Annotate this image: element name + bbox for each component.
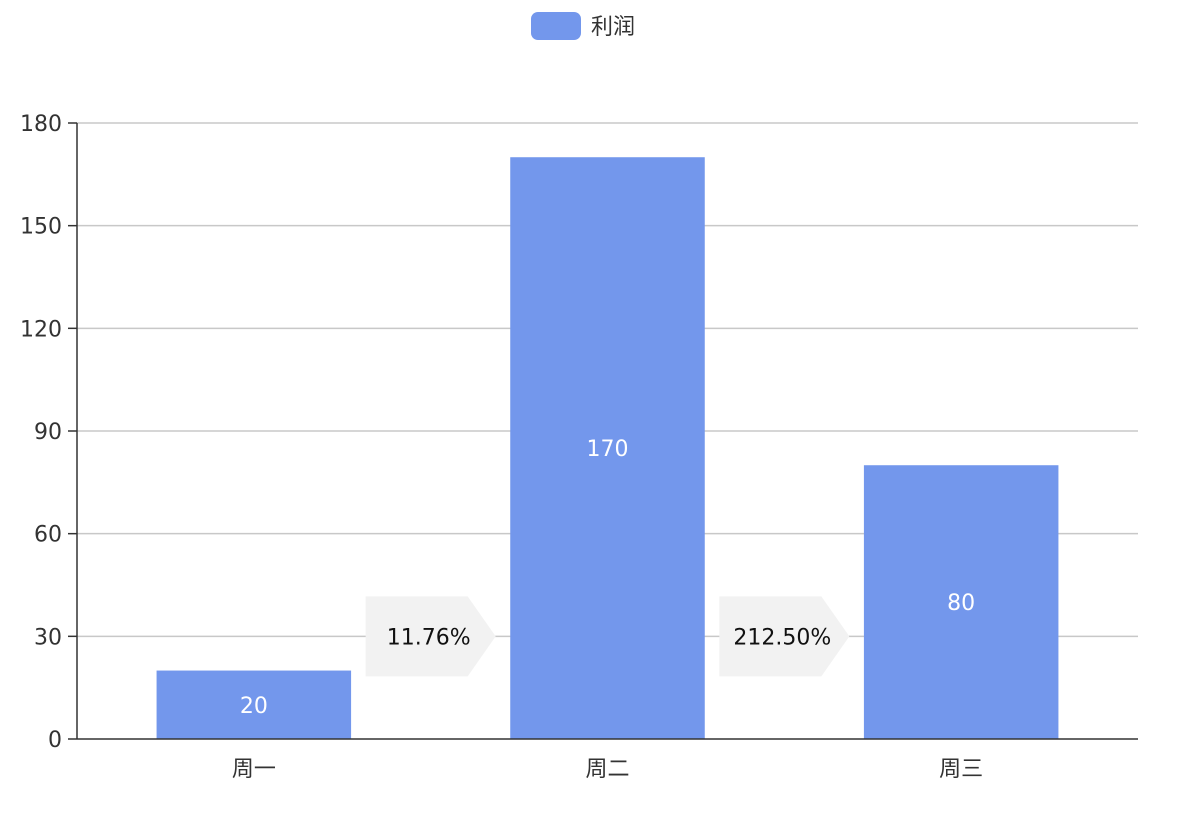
y-tick-label: 150 — [20, 215, 62, 240]
change-annotations: 11.76% 212.50% — [365, 596, 850, 677]
change-arrow-box — [365, 596, 496, 677]
bar[interactable] — [510, 157, 705, 739]
change-arrow-box — [719, 596, 850, 677]
bar-value-label: 80 — [947, 591, 975, 616]
y-tick-label: 0 — [48, 728, 62, 753]
change-percent-label: 11.76% — [387, 625, 471, 650]
x-tick-label: 周三 — [939, 757, 983, 782]
y-tick-label: 90 — [34, 420, 62, 445]
y-tick-label: 120 — [20, 317, 62, 342]
y-tick-label: 180 — [20, 112, 62, 137]
bar[interactable] — [863, 465, 1059, 739]
legend-swatch[interactable] — [531, 12, 581, 40]
legend-label[interactable]: 利润 — [591, 15, 635, 40]
bar-value-label: 20 — [240, 694, 268, 719]
legend[interactable]: 利润 — [531, 12, 635, 40]
x-tick-label: 周一 — [232, 757, 276, 782]
y-tick-label: 30 — [34, 625, 62, 650]
bars: 20 170 80 — [156, 157, 1059, 739]
x-tick-label: 周二 — [585, 757, 629, 782]
y-tick-label: 60 — [34, 523, 62, 548]
change-percent-label: 212.50% — [733, 625, 831, 650]
bar-value-label: 170 — [587, 437, 629, 462]
axes: 0 30 60 90 120 150 180 周一 周二 周三 — [20, 112, 1138, 782]
bar[interactable] — [156, 670, 352, 739]
